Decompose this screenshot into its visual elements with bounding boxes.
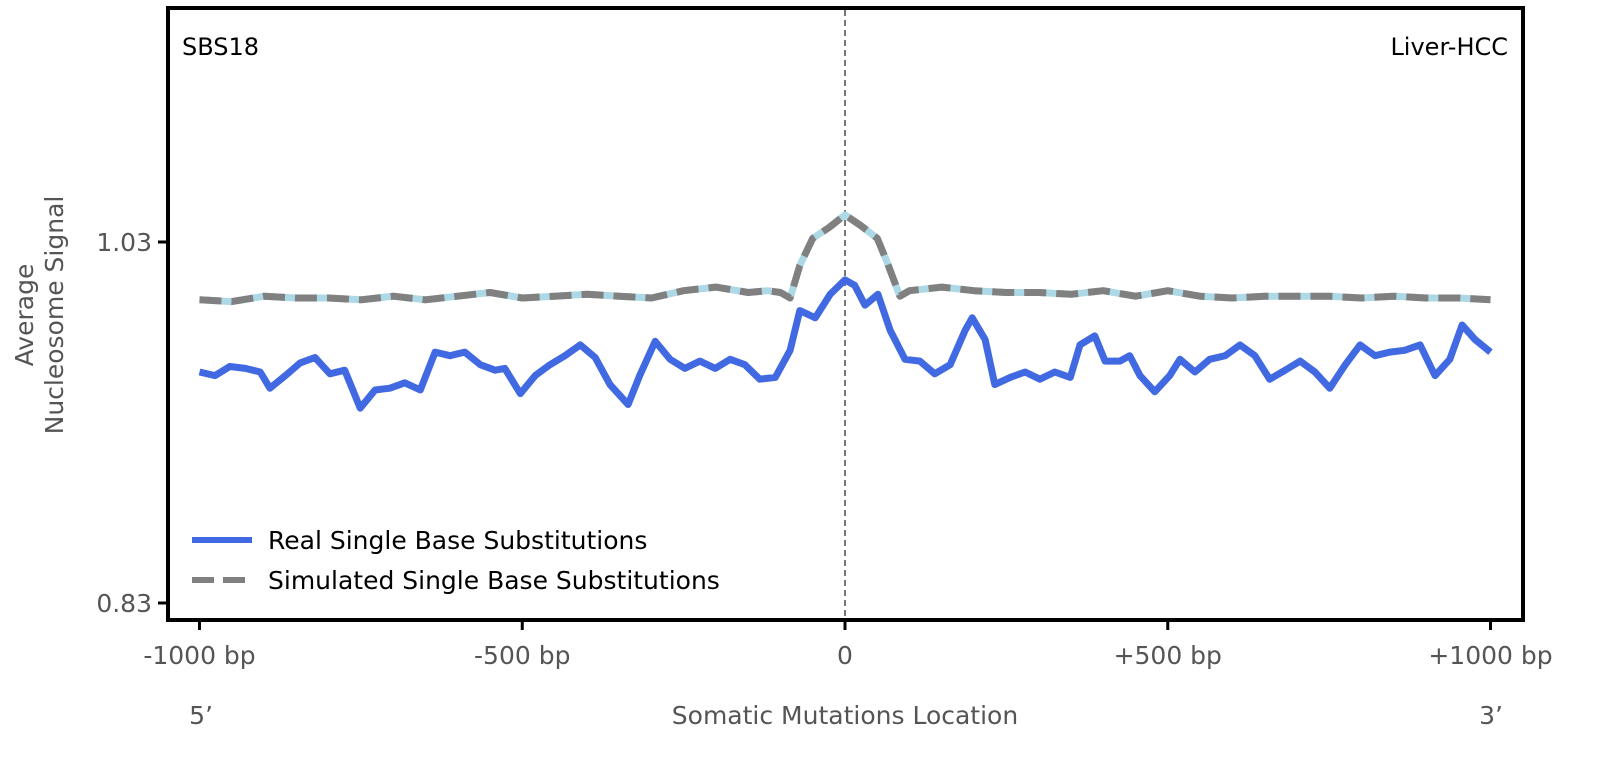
y-tick-label: 1.03: [96, 228, 152, 257]
x-tick-label: -500 bp: [474, 641, 570, 670]
five-prime-label: 5’: [189, 701, 213, 730]
y-axis-label-line1: Average: [10, 264, 39, 367]
y-tick-label: 0.83: [96, 589, 152, 618]
three-prime-label: 3’: [1479, 701, 1503, 730]
x-axis-ticks: -1000 bp -500 bp 0 +500 bp +1000 bp: [143, 620, 1553, 670]
legend: Real Single Base Substitutions Simulated…: [192, 526, 720, 595]
plot-area: [198, 10, 1493, 618]
x-tick-label: 0: [837, 641, 853, 670]
signature-label: SBS18: [182, 33, 259, 61]
series-simulated-line: [199, 211, 1491, 306]
y-axis-ticks: 1.03 0.83: [96, 228, 168, 618]
legend-simulated-label: Simulated Single Base Substitutions: [268, 566, 720, 595]
y-axis-label-line2: Nucleosome Signal: [40, 196, 69, 435]
x-tick-label: +1000 bp: [1428, 641, 1552, 670]
x-tick-label: -1000 bp: [143, 641, 255, 670]
series-simulated-underlay: [199, 211, 1491, 306]
series-real-line: [198, 276, 1493, 412]
cancer-type-label: Liver-HCC: [1390, 33, 1508, 61]
x-axis-label: Somatic Mutations Location: [672, 701, 1018, 730]
x-tick-label: +500 bp: [1114, 641, 1222, 670]
legend-real-label: Real Single Base Substitutions: [268, 526, 647, 555]
